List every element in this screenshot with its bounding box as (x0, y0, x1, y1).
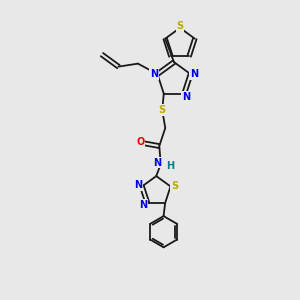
Text: N: N (153, 158, 161, 168)
Text: O: O (136, 136, 145, 147)
Text: N: N (134, 180, 142, 190)
Text: S: S (159, 105, 166, 115)
Text: N: N (140, 200, 148, 210)
Text: S: S (171, 182, 178, 191)
Text: S: S (176, 21, 184, 32)
Text: N: N (150, 69, 158, 79)
Text: N: N (182, 92, 190, 102)
Text: H: H (166, 160, 174, 171)
Text: N: N (190, 69, 198, 79)
